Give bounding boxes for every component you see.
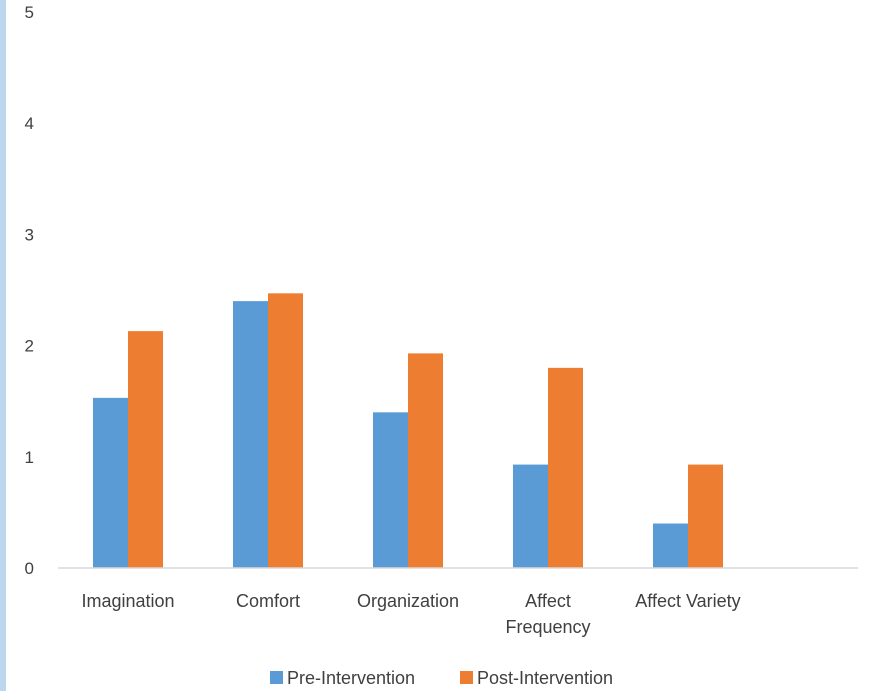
x-tick-label: Affect (525, 591, 571, 611)
bar-pre-intervention-0 (93, 397, 128, 568)
legend-swatch (270, 671, 283, 684)
bars-group (93, 293, 723, 568)
category-labels: Imagination Comfort Organization Affect Freq… (81, 591, 740, 637)
legend-label: Post-Intervention (477, 668, 613, 688)
y-axis-ticks: 0 1 2 3 4 5 (25, 3, 34, 578)
x-tick-label: Imagination (81, 591, 174, 611)
left-accent-strip (0, 0, 6, 691)
bar-post-intervention-2 (408, 353, 443, 568)
bar-pre-intervention-3 (513, 464, 548, 568)
bar-post-intervention-3 (548, 367, 583, 568)
legend: Pre-Intervention Post-Intervention (270, 668, 613, 688)
bar-post-intervention-0 (128, 331, 163, 568)
bar-post-intervention-4 (688, 464, 723, 568)
x-tick-label: Organization (357, 591, 459, 611)
bar-pre-intervention-4 (653, 523, 688, 568)
bar-pre-intervention-2 (373, 412, 408, 568)
bar-post-intervention-1 (268, 293, 303, 568)
y-tick-label: 2 (25, 337, 34, 356)
y-tick-label: 4 (25, 114, 34, 133)
x-tick-label: Frequency (505, 617, 590, 637)
legend-label: Pre-Intervention (287, 668, 415, 688)
x-tick-label: Comfort (236, 591, 300, 611)
x-tick-label: Affect Variety (635, 591, 740, 611)
bar-pre-intervention-1 (233, 301, 268, 568)
y-tick-label: 5 (25, 3, 34, 22)
y-tick-label: 1 (25, 448, 34, 467)
y-tick-label: 0 (25, 559, 34, 578)
legend-swatch (460, 671, 473, 684)
y-tick-label: 3 (25, 225, 34, 244)
